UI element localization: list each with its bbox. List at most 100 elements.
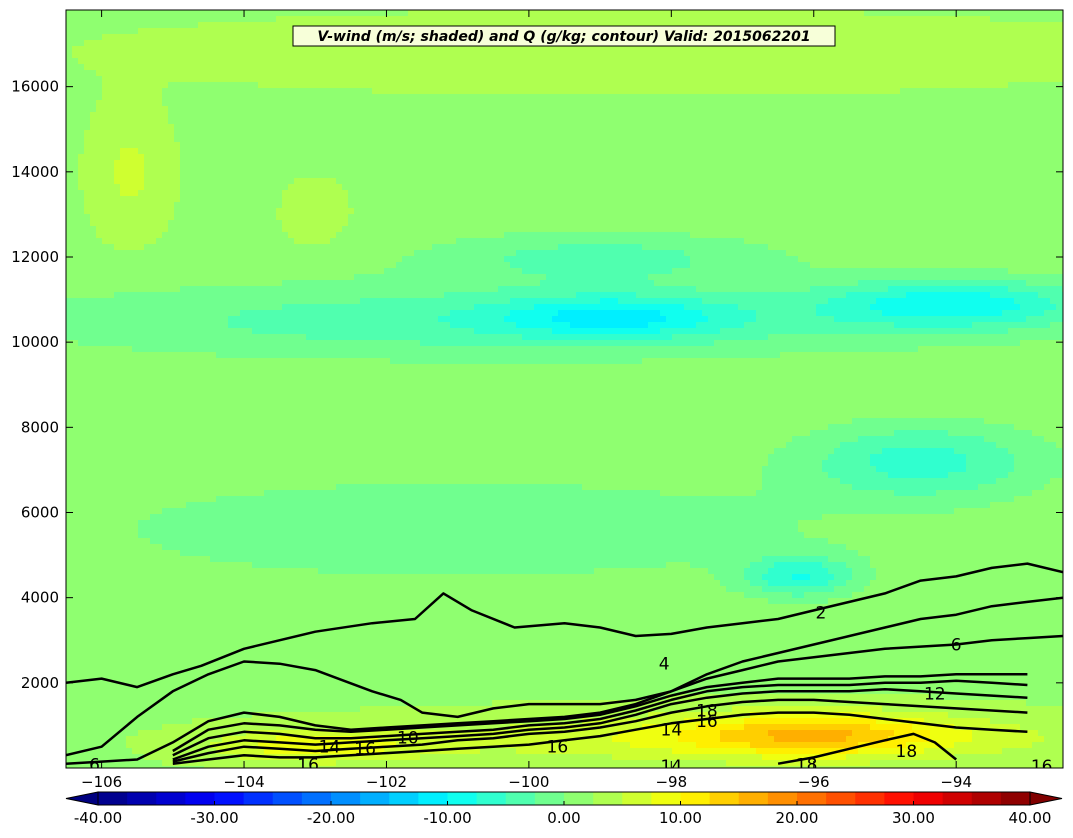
shade-cell xyxy=(846,142,853,149)
shade-cell xyxy=(990,130,997,137)
shade-cell xyxy=(882,118,889,125)
shade-cell xyxy=(300,82,307,89)
shade-cell xyxy=(204,10,211,17)
shade-cell xyxy=(414,160,421,167)
shade-cell xyxy=(408,106,415,113)
shade-cell xyxy=(948,124,955,131)
shade-cell xyxy=(642,10,649,17)
shade-cell xyxy=(480,166,487,173)
shade-cell xyxy=(90,82,97,89)
shade-cell xyxy=(108,94,115,101)
shade-cell xyxy=(1032,106,1039,113)
shade-cell xyxy=(132,22,139,29)
shade-cell xyxy=(864,130,871,137)
shade-cell xyxy=(270,82,277,89)
shade-cell xyxy=(426,94,433,101)
shade-cell xyxy=(870,88,877,95)
shade-cell xyxy=(108,184,115,191)
shade-cell xyxy=(318,52,325,59)
shade-cell xyxy=(1044,10,1051,17)
shade-cell xyxy=(462,166,469,173)
shade-cell xyxy=(546,172,553,179)
shade-cell xyxy=(396,130,403,137)
shade-cell xyxy=(708,10,715,17)
shade-cell xyxy=(510,118,517,125)
shade-cell xyxy=(348,118,355,125)
shade-cell xyxy=(126,28,133,35)
shade-cell xyxy=(378,172,385,179)
shade-cell xyxy=(162,34,169,41)
shade-cell xyxy=(816,124,823,131)
shade-cell xyxy=(150,178,157,185)
shade-cell xyxy=(384,166,391,173)
shade-cell xyxy=(996,100,1003,107)
shade-cell xyxy=(780,76,787,83)
shade-cell xyxy=(912,22,919,29)
shade-cell xyxy=(996,28,1003,35)
shade-cell xyxy=(420,94,427,101)
shade-cell xyxy=(768,130,775,137)
shade-cell xyxy=(582,82,589,89)
shade-cell xyxy=(150,88,157,95)
shade-cell xyxy=(402,100,409,107)
shade-cell xyxy=(108,106,115,113)
shade-cell xyxy=(276,64,283,71)
shade-cell xyxy=(204,130,211,137)
shade-cell xyxy=(252,100,259,107)
shade-cell xyxy=(888,154,895,161)
shade-cell xyxy=(162,154,169,161)
shade-cell xyxy=(870,22,877,29)
shade-cell xyxy=(84,10,91,17)
shade-cell xyxy=(120,40,127,47)
shade-cell xyxy=(486,82,493,89)
shade-cell xyxy=(1050,46,1057,53)
shade-cell xyxy=(84,142,91,149)
shade-cell xyxy=(990,28,997,35)
shade-cell xyxy=(804,58,811,65)
shade-cell xyxy=(390,178,397,185)
shade-cell xyxy=(150,118,157,125)
shade-cell xyxy=(786,82,793,89)
shade-cell xyxy=(960,136,967,143)
shade-cell xyxy=(138,82,145,89)
shade-cell xyxy=(684,154,691,161)
shade-cell xyxy=(168,40,175,47)
shade-cell xyxy=(630,46,637,53)
shade-cell xyxy=(66,148,73,155)
shade-cell xyxy=(126,118,133,125)
shade-cell xyxy=(1014,40,1021,47)
shade-cell xyxy=(276,22,283,29)
shade-cell xyxy=(132,58,139,65)
shade-cell xyxy=(690,70,697,77)
shade-cell xyxy=(270,136,277,143)
shade-cell xyxy=(624,52,631,59)
shade-cell xyxy=(510,82,517,89)
shade-cell xyxy=(840,154,847,161)
shade-cell xyxy=(900,142,907,149)
shade-cell xyxy=(846,82,853,89)
shade-cell xyxy=(738,52,745,59)
shade-cell xyxy=(246,112,253,119)
shade-cell xyxy=(714,148,721,155)
shade-cell xyxy=(690,136,697,143)
shade-cell xyxy=(798,46,805,53)
shade-cell xyxy=(1032,46,1039,53)
shade-cell xyxy=(228,16,235,23)
shade-cell xyxy=(210,58,217,65)
shade-cell xyxy=(276,142,283,149)
shade-cell xyxy=(918,136,925,143)
shade-cell xyxy=(432,118,439,125)
shade-cell xyxy=(324,52,331,59)
shade-cell xyxy=(624,106,631,113)
shade-cell xyxy=(294,94,301,101)
shade-cell xyxy=(636,16,643,23)
shade-cell xyxy=(300,46,307,53)
shade-cell xyxy=(864,46,871,53)
shade-cell xyxy=(354,100,361,107)
shade-cell xyxy=(66,10,73,17)
shade-cell xyxy=(996,76,1003,83)
shade-cell xyxy=(432,160,439,167)
shade-cell xyxy=(186,172,193,179)
shade-cell xyxy=(78,136,85,143)
shade-cell xyxy=(774,88,781,95)
